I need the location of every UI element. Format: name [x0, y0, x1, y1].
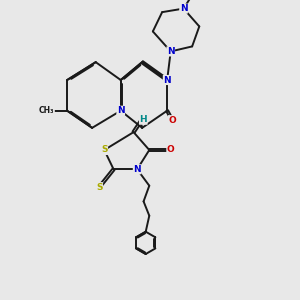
Text: S: S	[96, 183, 103, 192]
Text: O: O	[167, 146, 175, 154]
Text: N: N	[133, 165, 141, 174]
Text: S: S	[101, 146, 107, 154]
Text: O: O	[168, 116, 176, 124]
Text: N: N	[117, 106, 124, 115]
Text: H: H	[140, 115, 147, 124]
Text: N: N	[167, 47, 175, 56]
Text: N: N	[163, 76, 171, 85]
Text: CH₃: CH₃	[39, 106, 54, 115]
Text: N: N	[180, 4, 188, 13]
